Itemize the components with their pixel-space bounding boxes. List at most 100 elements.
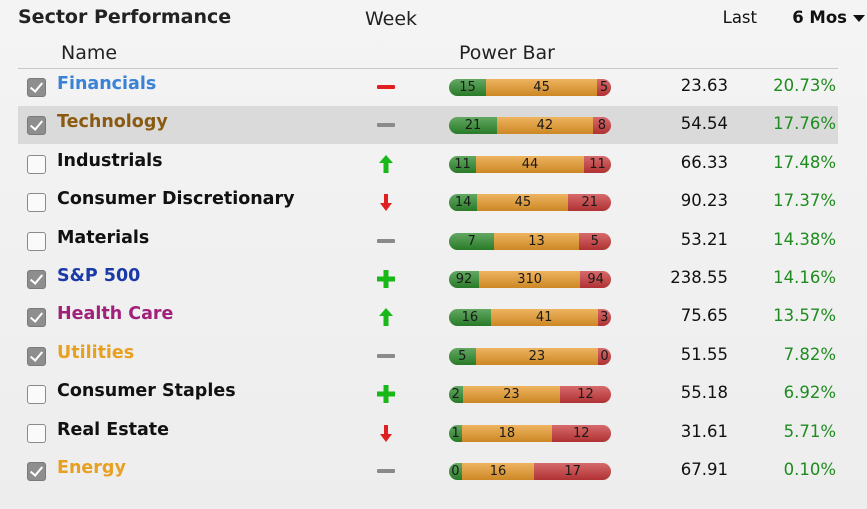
power-bar: 0 16 17 bbox=[449, 463, 611, 480]
plus-green-icon bbox=[375, 383, 397, 405]
row-checkbox[interactable] bbox=[27, 270, 46, 289]
power-bar: 92 310 94 bbox=[449, 271, 611, 288]
table-row[interactable]: Consumer Staples 2 23 12 55.18 6.92% bbox=[18, 375, 838, 413]
column-header-6-mos[interactable]: 6 Mos bbox=[754, 8, 865, 27]
power-bar-bearish: 0 bbox=[598, 347, 611, 365]
power-bar: 2 23 12 bbox=[449, 386, 611, 404]
last-price: 23.63 bbox=[680, 76, 728, 95]
last-price: 238.55 bbox=[670, 268, 728, 287]
column-header-power-bar[interactable]: Power Bar bbox=[459, 42, 555, 64]
sector-name-link[interactable]: Utilities bbox=[57, 342, 135, 363]
sector-name-link[interactable]: Consumer Staples bbox=[57, 381, 236, 402]
six-month-change: 20.73% bbox=[773, 76, 836, 95]
last-price: 51.55 bbox=[680, 344, 728, 364]
arrow-down-red-icon bbox=[375, 191, 397, 213]
power-bar: 11 44 11 bbox=[449, 155, 611, 173]
last-price: 75.65 bbox=[680, 306, 728, 326]
power-bar-neutral: 44 bbox=[476, 155, 584, 173]
power-bar: 15 45 5 bbox=[449, 79, 611, 96]
power-bar: 14 45 21 bbox=[449, 194, 611, 212]
power-bar-neutral: 16 bbox=[461, 463, 535, 480]
sector-name-link[interactable]: Health Care bbox=[57, 304, 174, 325]
power-bar: 5 23 0 bbox=[449, 347, 611, 365]
power-bar-neutral: 41 bbox=[490, 309, 598, 327]
power-bar-bullish: 21 bbox=[449, 117, 497, 135]
row-checkbox[interactable] bbox=[27, 308, 46, 328]
table-row[interactable]: Financials 15 45 5 23.63 20.73% bbox=[18, 68, 838, 106]
power-bar-bullish: 0 bbox=[449, 463, 462, 480]
last-price: 54.54 bbox=[680, 114, 728, 134]
power-bar-bullish: 7 bbox=[449, 232, 495, 250]
panel-title: Sector Performance bbox=[18, 6, 232, 28]
last-price: 90.23 bbox=[680, 191, 728, 211]
table-row[interactable]: S&P 500 92 310 94 238.55 14.16% bbox=[18, 260, 838, 298]
row-checkbox[interactable] bbox=[27, 423, 46, 443]
column-header-name[interactable]: Name bbox=[61, 42, 118, 64]
last-price: 66.33 bbox=[680, 152, 728, 172]
power-bar-bearish: 94 bbox=[580, 271, 611, 288]
sector-name-link[interactable]: Industrials bbox=[57, 150, 163, 171]
row-checkbox[interactable] bbox=[27, 154, 46, 174]
row-checkbox[interactable] bbox=[27, 193, 46, 213]
column-header-last[interactable]: Last bbox=[722, 8, 757, 27]
last-price: 31.61 bbox=[680, 421, 728, 441]
power-bar-bearish: 3 bbox=[597, 309, 611, 327]
last-price: 55.18 bbox=[680, 383, 728, 403]
table-row[interactable]: Technology 21 42 8 54.54 17.76% bbox=[18, 106, 838, 145]
row-checkbox[interactable] bbox=[27, 78, 46, 97]
sector-name-link[interactable]: Real Estate bbox=[57, 419, 170, 440]
row-checkbox[interactable] bbox=[27, 231, 46, 251]
sector-name-link[interactable]: Consumer Discretionary bbox=[57, 189, 295, 210]
sector-name-link[interactable]: Financials bbox=[57, 74, 157, 94]
sector-name-link[interactable]: S&P 500 bbox=[57, 266, 141, 286]
power-bar-bearish: 17 bbox=[534, 463, 611, 480]
power-bar-bearish: 8 bbox=[592, 117, 611, 135]
table-row[interactable]: Materials 7 13 5 53.21 14.38% bbox=[18, 222, 838, 260]
minus-gray-icon bbox=[375, 114, 397, 136]
column-header-week[interactable]: Week bbox=[365, 8, 418, 30]
power-bar-neutral: 13 bbox=[494, 232, 579, 250]
table-row[interactable]: Consumer Discretionary 14 45 21 90.23 17.37% bbox=[18, 183, 838, 221]
table-row[interactable]: Utilities 5 23 0 51.55 7.82% bbox=[18, 337, 838, 375]
last-price: 53.21 bbox=[680, 229, 728, 249]
power-bar-bearish: 5 bbox=[597, 79, 611, 96]
minus-gray-icon bbox=[375, 230, 397, 252]
sector-name-link[interactable]: Materials bbox=[57, 227, 150, 248]
six-month-change: 5.71% bbox=[783, 421, 836, 441]
minus-gray-icon bbox=[375, 345, 397, 367]
arrow-up-green-icon bbox=[375, 153, 397, 175]
six-month-change: 14.16% bbox=[773, 268, 836, 287]
sector-name-link[interactable]: Energy bbox=[57, 458, 126, 478]
power-bar-bullish: 92 bbox=[449, 271, 480, 288]
six-month-change: 13.57% bbox=[773, 306, 836, 326]
six-month-change: 6.92% bbox=[783, 383, 836, 403]
power-bar: 21 42 8 bbox=[449, 117, 611, 135]
power-bar-bullish: 14 bbox=[449, 194, 478, 212]
table-row[interactable]: Real Estate 1 18 12 31.61 5.71% bbox=[18, 414, 838, 452]
header-divider bbox=[18, 68, 838, 69]
six-month-change: 17.37% bbox=[773, 191, 836, 211]
power-bar-bullish: 11 bbox=[449, 155, 476, 173]
six-month-change: 0.10% bbox=[783, 460, 836, 479]
power-bar-bullish: 5 bbox=[449, 347, 476, 365]
table-row[interactable]: Industrials 11 44 11 66.33 17.48% bbox=[18, 145, 838, 183]
row-checkbox[interactable] bbox=[27, 385, 46, 405]
row-checkbox[interactable] bbox=[27, 346, 46, 366]
power-bar-neutral: 45 bbox=[486, 79, 598, 96]
power-bar: 7 13 5 bbox=[449, 232, 611, 250]
power-bar-bearish: 12 bbox=[551, 424, 611, 442]
table-row[interactable]: Health Care 16 41 3 75.65 13.57% bbox=[18, 298, 838, 336]
power-bar-bullish: 15 bbox=[449, 79, 487, 96]
row-checkbox[interactable] bbox=[27, 116, 46, 136]
sector-name-link[interactable]: Technology bbox=[57, 112, 168, 133]
minus-red-icon bbox=[375, 76, 397, 98]
row-checkbox[interactable] bbox=[27, 462, 46, 481]
six-month-change: 14.38% bbox=[773, 229, 836, 249]
table-row[interactable]: Energy 0 16 17 67.91 0.10% bbox=[18, 452, 838, 490]
plus-green-icon bbox=[375, 268, 397, 290]
power-bar-neutral: 23 bbox=[475, 347, 599, 365]
six-month-change: 7.82% bbox=[783, 344, 836, 364]
power-bar-neutral: 310 bbox=[479, 271, 581, 288]
power-bar-bullish: 16 bbox=[449, 309, 491, 327]
